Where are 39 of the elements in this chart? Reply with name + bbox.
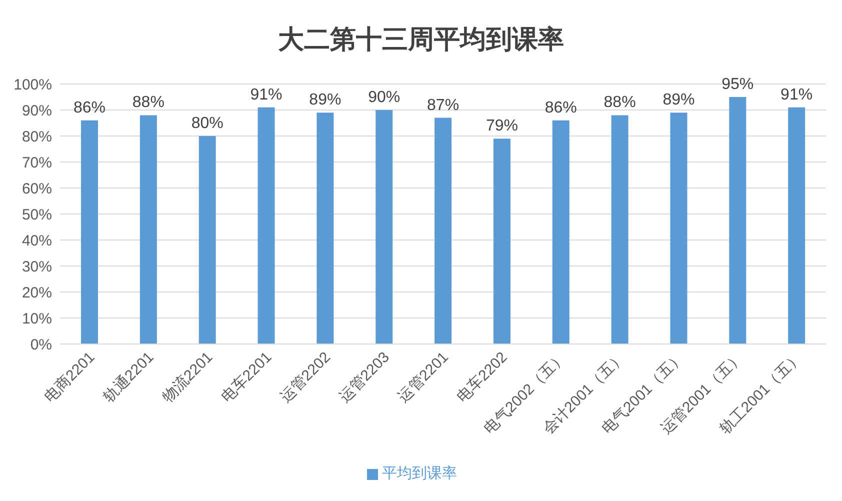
data-label: 86% xyxy=(73,99,106,116)
data-label: 90% xyxy=(368,89,400,106)
y-tick-label: 20% xyxy=(22,284,52,302)
chart-title: 大二第十三周平均到课率 xyxy=(277,24,565,56)
data-label: 95% xyxy=(722,76,754,93)
y-tick-label: 90% xyxy=(22,102,52,120)
bar xyxy=(611,115,628,344)
data-label: 79% xyxy=(486,118,518,135)
bar xyxy=(493,138,510,344)
bar xyxy=(434,118,452,344)
bar xyxy=(258,107,275,344)
data-label: 88% xyxy=(604,94,636,112)
y-tick-label: 10% xyxy=(22,310,52,328)
data-label: 88% xyxy=(132,94,164,112)
y-tick-label: 100% xyxy=(14,76,52,94)
bar xyxy=(140,115,157,344)
data-label: 89% xyxy=(662,92,695,109)
y-tick-label: 60% xyxy=(22,180,52,198)
data-label: 87% xyxy=(427,96,460,114)
y-tick-label: 30% xyxy=(22,258,52,276)
bar xyxy=(552,120,570,344)
bar xyxy=(198,136,216,344)
y-tick-label: 50% xyxy=(22,206,52,224)
data-label: 80% xyxy=(191,115,224,132)
y-tick-label: 70% xyxy=(22,154,52,172)
bar xyxy=(376,110,393,344)
y-tick-label: 80% xyxy=(22,128,52,146)
data-label: 91% xyxy=(780,86,813,104)
bar xyxy=(316,112,334,344)
data-label: 91% xyxy=(250,86,282,104)
bar xyxy=(670,112,688,344)
legend-label: 平均到课率 xyxy=(382,465,457,482)
y-tick-label: 0% xyxy=(30,336,52,354)
data-label: 86% xyxy=(544,99,577,116)
bar xyxy=(729,97,746,344)
y-tick-label: 40% xyxy=(22,232,52,250)
data-label: 89% xyxy=(309,92,342,109)
bar xyxy=(788,107,806,344)
bar xyxy=(81,120,98,344)
